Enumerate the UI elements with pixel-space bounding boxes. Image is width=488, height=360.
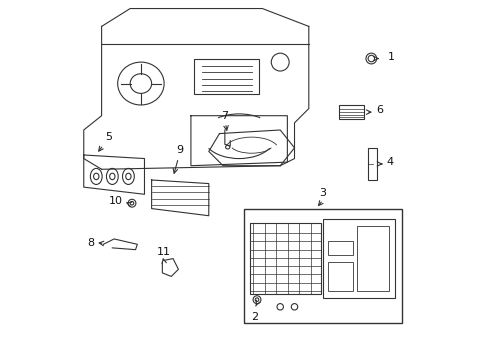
Bar xyxy=(323,219,394,298)
Text: 5: 5 xyxy=(105,132,112,143)
Bar xyxy=(249,223,321,294)
Text: 11: 11 xyxy=(157,247,171,257)
Bar xyxy=(367,148,376,180)
Bar xyxy=(339,105,364,119)
Bar xyxy=(328,241,353,255)
Text: 1: 1 xyxy=(386,52,394,62)
Text: 4: 4 xyxy=(386,157,393,167)
Text: 6: 6 xyxy=(376,105,383,115)
Text: 7: 7 xyxy=(221,111,228,121)
Text: 10: 10 xyxy=(108,197,122,206)
Text: 3: 3 xyxy=(319,188,326,198)
Bar xyxy=(356,226,388,291)
Bar xyxy=(244,208,401,323)
Text: 8: 8 xyxy=(87,238,94,248)
Bar xyxy=(328,262,353,291)
Text: 9: 9 xyxy=(176,145,183,155)
Text: 2: 2 xyxy=(250,312,258,322)
Bar xyxy=(194,59,258,94)
